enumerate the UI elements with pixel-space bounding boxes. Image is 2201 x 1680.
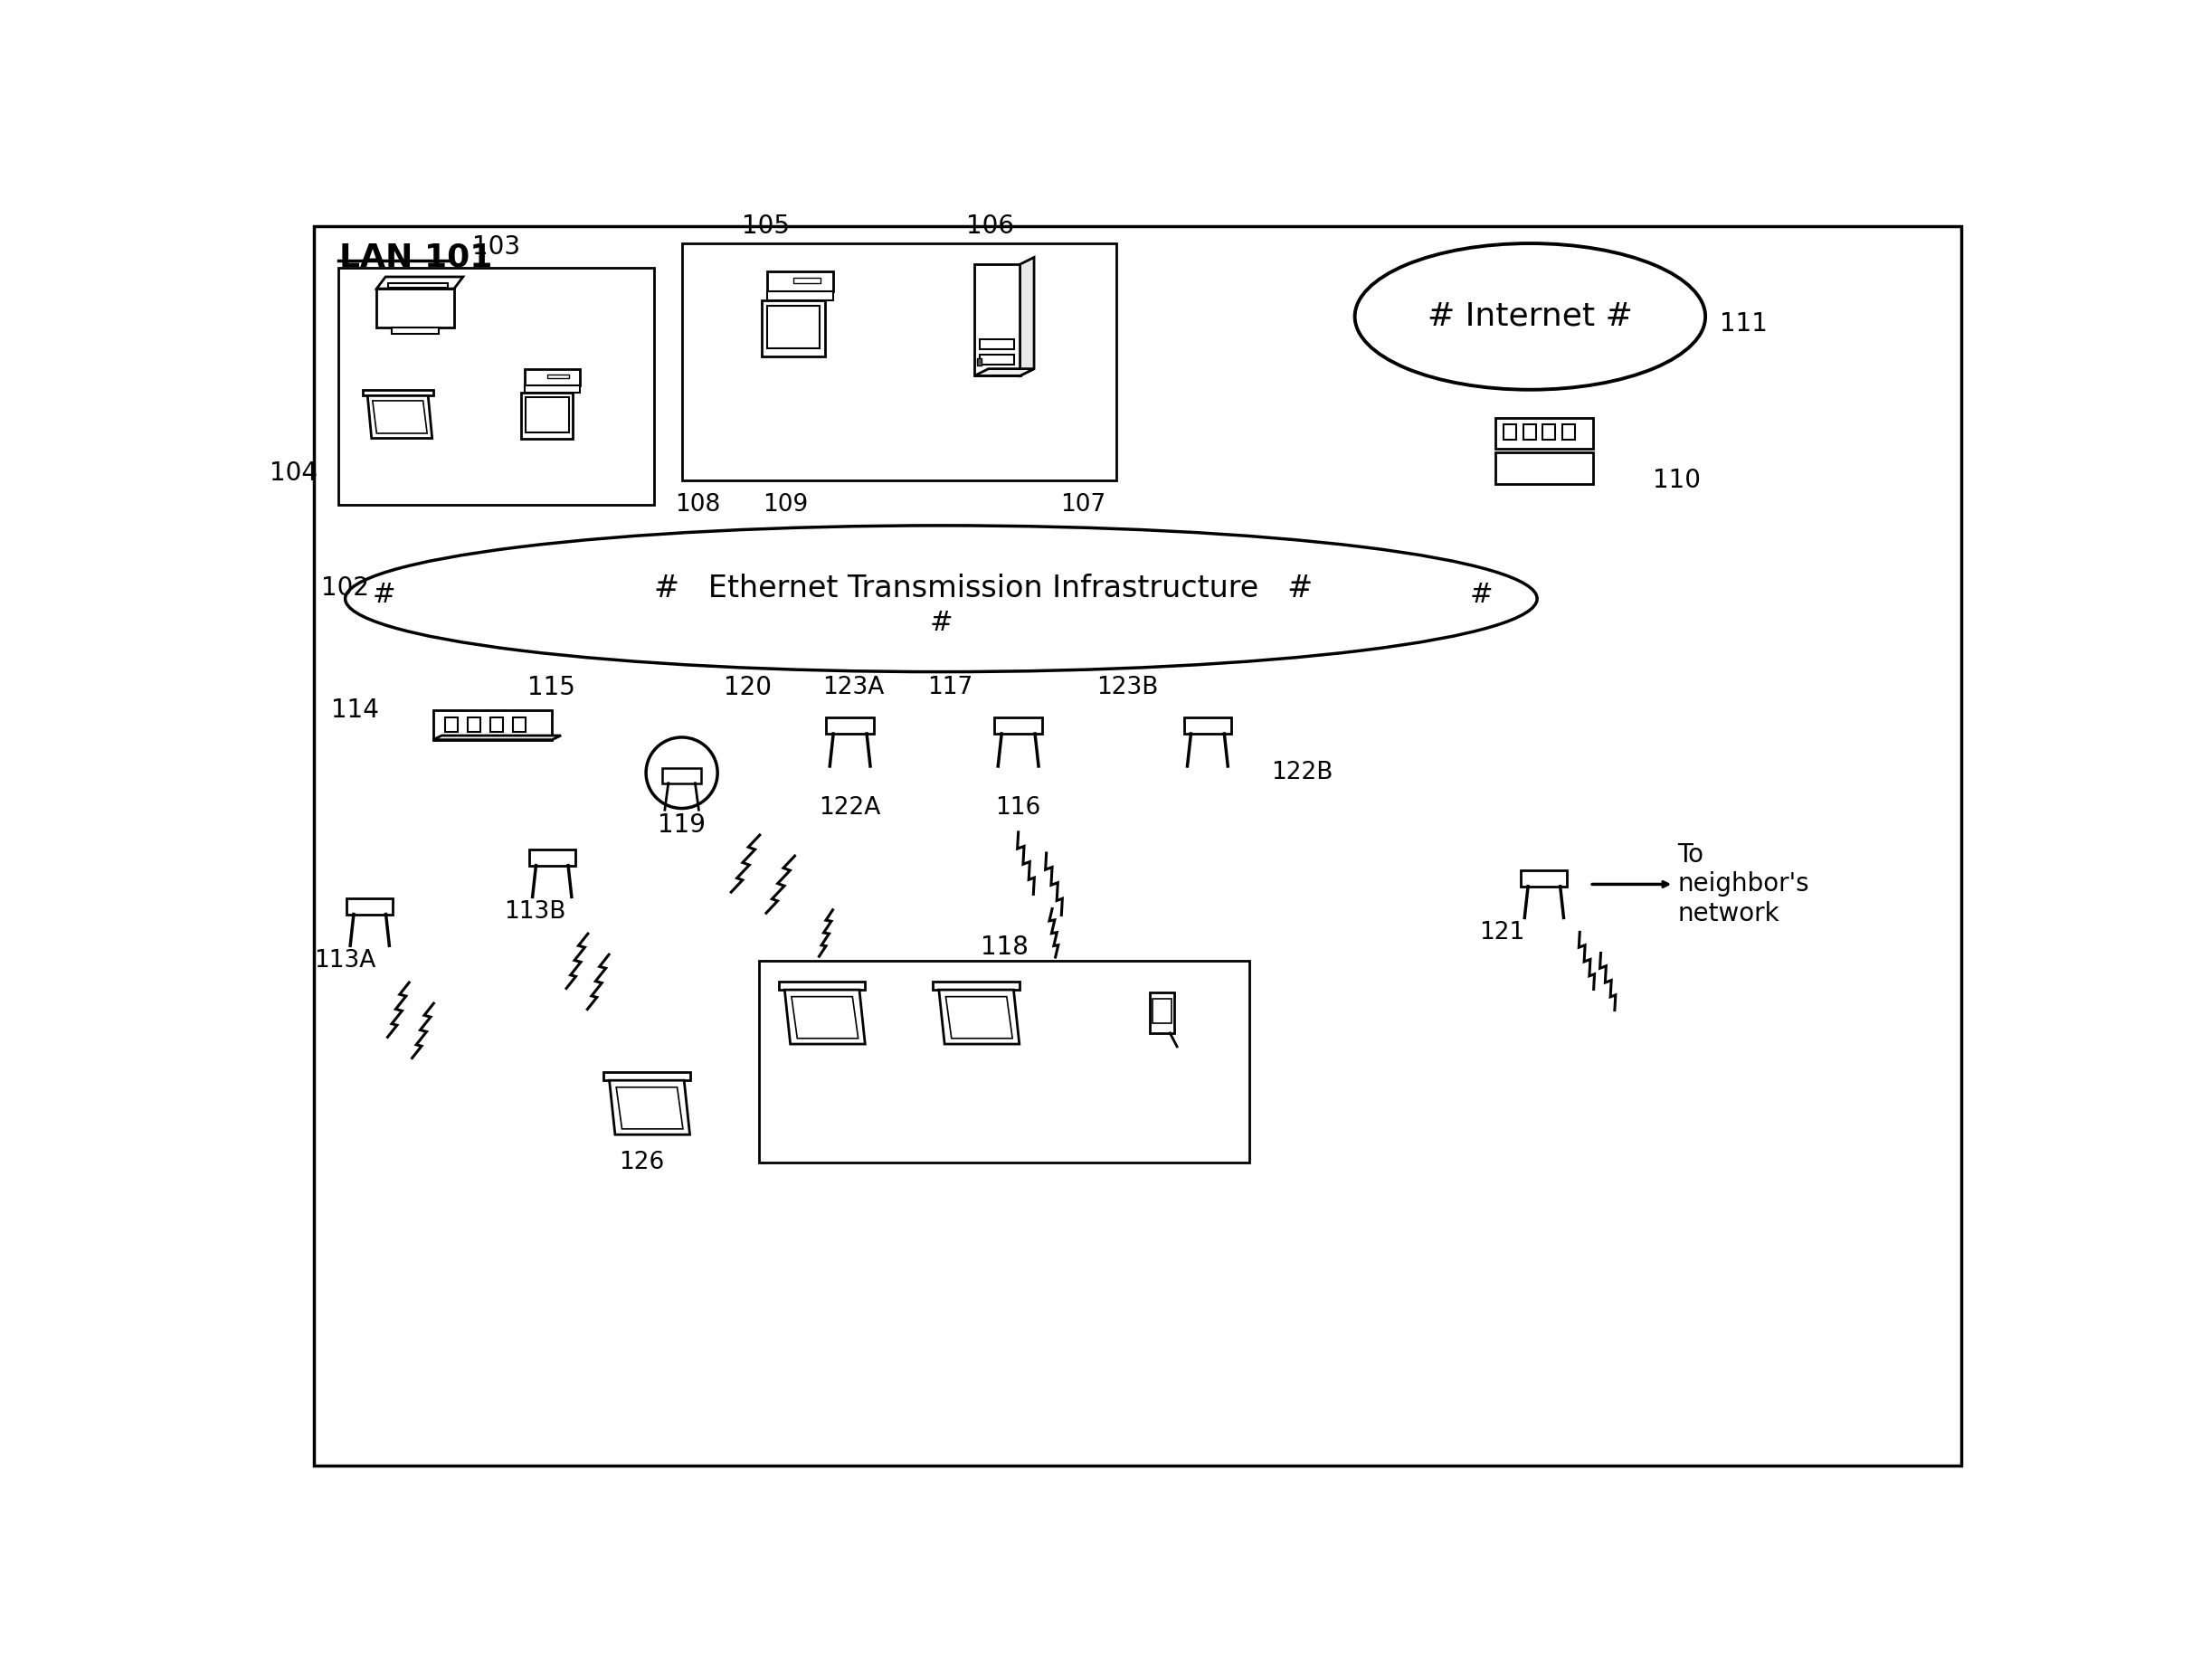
- Text: 122B: 122B: [1270, 761, 1332, 785]
- Bar: [603, 1072, 689, 1080]
- Polygon shape: [434, 736, 561, 739]
- Text: 109: 109: [762, 492, 808, 516]
- Text: 115: 115: [528, 675, 574, 701]
- Polygon shape: [792, 996, 858, 1038]
- Text: #   Ethernet Transmission Infrastructure   #: # Ethernet Transmission Infrastructure #: [654, 573, 1312, 603]
- Bar: [376, 289, 453, 328]
- Bar: [825, 717, 874, 734]
- Polygon shape: [1019, 257, 1034, 376]
- Bar: [339, 267, 654, 504]
- Bar: [392, 328, 440, 334]
- Bar: [1543, 425, 1556, 440]
- Bar: [1494, 418, 1594, 449]
- Text: 104: 104: [269, 460, 317, 486]
- Polygon shape: [940, 990, 1019, 1043]
- Bar: [1563, 425, 1576, 440]
- Text: 106: 106: [966, 213, 1015, 239]
- Text: 116: 116: [995, 796, 1041, 820]
- Bar: [526, 370, 579, 385]
- Text: 119: 119: [658, 813, 707, 838]
- Bar: [766, 270, 834, 291]
- Text: #: #: [929, 610, 953, 637]
- Bar: [390, 282, 449, 287]
- Bar: [766, 291, 834, 301]
- Text: LAN 101: LAN 101: [339, 242, 493, 272]
- Bar: [348, 899, 392, 914]
- Text: #: #: [372, 581, 396, 608]
- Bar: [528, 850, 574, 865]
- Text: # Internet #: # Internet #: [1428, 301, 1633, 333]
- Polygon shape: [610, 1080, 689, 1134]
- Bar: [513, 717, 526, 732]
- Text: 120: 120: [724, 675, 773, 701]
- Polygon shape: [368, 396, 431, 438]
- Bar: [795, 277, 821, 284]
- Bar: [548, 375, 568, 378]
- Bar: [467, 717, 480, 732]
- Text: 108: 108: [676, 492, 720, 516]
- Bar: [663, 768, 702, 783]
- Bar: [682, 244, 1116, 480]
- Text: To
neighbor's
network: To neighbor's network: [1677, 842, 1809, 926]
- Bar: [995, 717, 1041, 734]
- Text: 126: 126: [618, 1151, 665, 1174]
- Bar: [977, 358, 982, 365]
- Text: 113B: 113B: [504, 900, 566, 924]
- Bar: [779, 981, 865, 990]
- Ellipse shape: [1356, 244, 1706, 390]
- Text: 103: 103: [471, 234, 519, 259]
- Bar: [1153, 1000, 1171, 1023]
- Bar: [759, 961, 1250, 1163]
- Bar: [1184, 717, 1230, 734]
- Polygon shape: [616, 1087, 682, 1129]
- Bar: [445, 717, 458, 732]
- Bar: [1494, 452, 1594, 484]
- Ellipse shape: [346, 526, 1536, 672]
- Text: 123B: 123B: [1096, 675, 1158, 699]
- Bar: [975, 264, 1019, 376]
- Bar: [526, 385, 579, 393]
- Polygon shape: [975, 370, 1034, 376]
- Text: 107: 107: [1061, 492, 1105, 516]
- Text: 114: 114: [330, 697, 379, 722]
- Bar: [363, 390, 434, 396]
- Polygon shape: [784, 990, 865, 1043]
- Bar: [491, 717, 504, 732]
- Text: 121: 121: [1479, 921, 1525, 944]
- Polygon shape: [372, 402, 427, 433]
- Bar: [1149, 993, 1175, 1033]
- Bar: [1503, 425, 1516, 440]
- Bar: [762, 301, 825, 356]
- Bar: [1523, 425, 1536, 440]
- Text: 113A: 113A: [315, 949, 376, 973]
- Text: 122A: 122A: [819, 796, 880, 820]
- Text: 105: 105: [742, 213, 790, 239]
- Text: 110: 110: [1653, 467, 1701, 492]
- Text: 118: 118: [979, 934, 1028, 959]
- Text: 123A: 123A: [821, 675, 885, 699]
- Bar: [933, 981, 1019, 990]
- Polygon shape: [376, 277, 462, 289]
- Bar: [526, 396, 568, 432]
- Bar: [768, 306, 821, 349]
- Bar: [434, 711, 552, 739]
- Bar: [979, 354, 1015, 365]
- Circle shape: [647, 738, 718, 808]
- Bar: [1521, 870, 1567, 887]
- Bar: [522, 393, 572, 438]
- Text: 102: 102: [321, 576, 368, 601]
- Text: 111: 111: [1719, 311, 1767, 336]
- Text: 117: 117: [927, 675, 973, 699]
- Bar: [979, 339, 1015, 349]
- Text: #: #: [1470, 581, 1492, 608]
- Polygon shape: [946, 996, 1012, 1038]
